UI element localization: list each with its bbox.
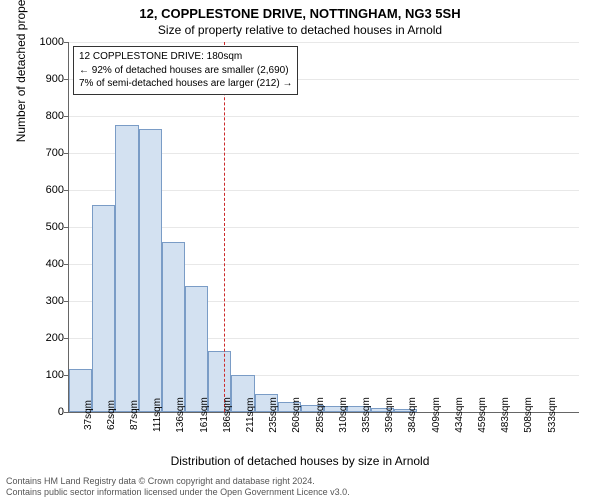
footer-line-2: Contains public sector information licen… bbox=[6, 487, 350, 498]
histogram-bar bbox=[92, 205, 115, 412]
page-subtitle: Size of property relative to detached ho… bbox=[0, 21, 600, 37]
histogram-bar bbox=[139, 129, 162, 412]
info-box-line: 12 COPPLESTONE DRIVE: 180sqm bbox=[79, 50, 292, 64]
x-tick-label: 533sqm bbox=[547, 397, 558, 433]
y-tick bbox=[64, 264, 68, 265]
x-tick-label: 285sqm bbox=[315, 397, 326, 433]
x-tick-label: 384sqm bbox=[407, 397, 418, 433]
y-tick-label: 900 bbox=[46, 73, 64, 85]
x-tick-label: 235sqm bbox=[268, 397, 279, 433]
y-tick bbox=[64, 338, 68, 339]
footer-attribution: Contains HM Land Registry data © Crown c… bbox=[6, 476, 350, 499]
histogram-bar bbox=[115, 125, 138, 412]
x-tick-label: 335sqm bbox=[361, 397, 372, 433]
y-tick bbox=[64, 301, 68, 302]
y-tick-label: 1000 bbox=[40, 36, 64, 48]
x-tick-label: 111sqm bbox=[152, 398, 163, 432]
histogram-bar bbox=[185, 286, 208, 412]
x-tick-label: 37sqm bbox=[83, 400, 94, 430]
y-tick bbox=[64, 227, 68, 228]
y-axis-label: Number of detached properties bbox=[14, 0, 28, 142]
grid-line bbox=[69, 116, 579, 117]
x-tick-label: 260sqm bbox=[291, 397, 302, 433]
y-tick-label: 200 bbox=[46, 332, 64, 344]
x-tick-label: 434sqm bbox=[454, 397, 465, 433]
page-title: 12, COPPLESTONE DRIVE, NOTTINGHAM, NG3 5… bbox=[0, 0, 600, 21]
y-tick-label: 100 bbox=[46, 369, 64, 381]
info-box-line: ← 92% of detached houses are smaller (2,… bbox=[79, 64, 292, 78]
x-tick-label: 62sqm bbox=[106, 400, 117, 430]
property-info-box: 12 COPPLESTONE DRIVE: 180sqm← 92% of det… bbox=[73, 46, 298, 95]
footer-line-1: Contains HM Land Registry data © Crown c… bbox=[6, 476, 350, 487]
x-tick-label: 359sqm bbox=[384, 397, 395, 433]
y-tick bbox=[64, 116, 68, 117]
x-tick-label: 211sqm bbox=[245, 398, 256, 433]
y-tick bbox=[64, 79, 68, 80]
x-tick-label: 310sqm bbox=[338, 397, 349, 433]
x-tick-label: 136sqm bbox=[175, 397, 186, 433]
y-tick bbox=[64, 42, 68, 43]
grid-line bbox=[69, 42, 579, 43]
y-tick-label: 300 bbox=[46, 295, 64, 307]
histogram-bar bbox=[162, 242, 185, 412]
x-tick-label: 459sqm bbox=[477, 397, 488, 433]
y-tick bbox=[64, 153, 68, 154]
y-tick-label: 400 bbox=[46, 258, 64, 270]
x-tick-label: 508sqm bbox=[523, 397, 534, 433]
x-tick-label: 87sqm bbox=[129, 400, 140, 430]
x-tick-label: 186sqm bbox=[222, 397, 233, 433]
histogram-chart: 12 COPPLESTONE DRIVE: 180sqm← 92% of det… bbox=[68, 42, 579, 413]
x-tick-label: 483sqm bbox=[500, 397, 511, 433]
y-tick-label: 700 bbox=[46, 147, 64, 159]
y-tick bbox=[64, 412, 68, 413]
y-tick-label: 800 bbox=[46, 110, 64, 122]
x-axis-label: Distribution of detached houses by size … bbox=[0, 454, 600, 468]
y-tick bbox=[64, 190, 68, 191]
y-tick-label: 500 bbox=[46, 221, 64, 233]
x-tick-label: 161sqm bbox=[199, 397, 210, 433]
x-tick-label: 409sqm bbox=[431, 397, 442, 433]
property-marker-line bbox=[224, 42, 225, 412]
y-tick-label: 600 bbox=[46, 184, 64, 196]
y-tick bbox=[64, 375, 68, 376]
info-box-line: 7% of semi-detached houses are larger (2… bbox=[79, 77, 292, 91]
